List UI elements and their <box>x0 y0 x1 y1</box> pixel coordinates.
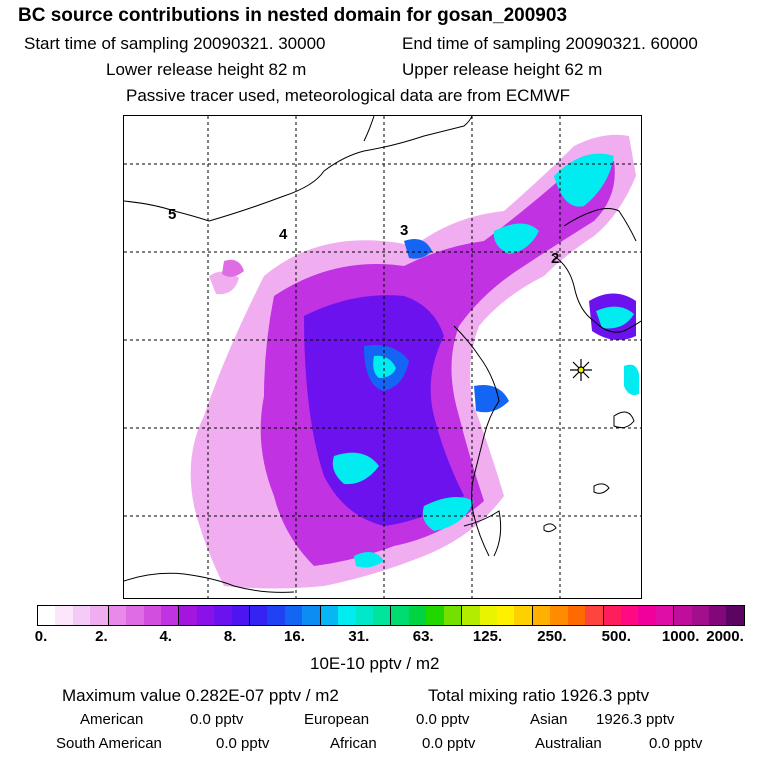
colorbar-swatch <box>319 606 339 625</box>
map-canvas <box>124 116 641 598</box>
source-name: African <box>330 735 377 752</box>
colorbar-swatch <box>567 606 586 625</box>
colorbar-swatch <box>673 606 692 625</box>
colorbar-swatch <box>302 606 320 625</box>
colorbar-swatch <box>338 606 356 625</box>
contour-label-3: 3 <box>400 222 409 239</box>
colorbar-swatch <box>726 606 744 625</box>
colorbar-swatch <box>126 606 144 625</box>
colorbar-swatch <box>267 606 285 625</box>
colorbar-tick-label: 0. <box>34 628 48 645</box>
source-value: 1926.3 pptv <box>596 711 675 728</box>
colorbar-tick-label: 4. <box>159 628 172 645</box>
source-value: 0.0 pptv <box>216 735 270 752</box>
colorbar-swatch <box>691 606 710 625</box>
colorbar-swatch <box>38 606 56 625</box>
contour-label-2: 2 <box>551 250 560 267</box>
colorbar-swatch <box>178 606 197 625</box>
colorbar-tick-label: 63. <box>412 628 434 645</box>
source-name: Australian <box>535 735 602 752</box>
colorbar-swatch <box>709 606 727 625</box>
colorbar-swatch <box>249 606 268 625</box>
colorbar-swatch <box>107 606 127 625</box>
colorbar-swatch <box>390 606 409 625</box>
source-value: 0.0 pptv <box>649 735 703 752</box>
colorbar-tick-label: 2000. <box>706 628 744 645</box>
colorbar-swatch <box>143 606 161 625</box>
colorbar-tick-label: 250. <box>537 628 567 645</box>
colorbar-swatch <box>408 606 427 625</box>
colorbar-swatch <box>160 606 179 625</box>
graticule <box>124 116 641 598</box>
colorbar-swatch <box>655 606 674 625</box>
max-value-label: Maximum value 0.282E-07 pptv / m2 <box>62 686 339 705</box>
colorbar-swatch <box>373 606 391 625</box>
lower-height-label: Lower release height 82 m <box>106 60 307 79</box>
star-marker <box>570 359 592 381</box>
source-value: 0.0 pptv <box>422 735 476 752</box>
colorbar-swatch <box>479 606 497 625</box>
colorbar-ticks: 0. 2. 4. 8. 16. 31. 63. 125. 250. 500. 1000. 2000. <box>0 628 768 648</box>
source-name: South American <box>56 735 162 752</box>
colorbar-tick-label: 31. <box>348 628 370 645</box>
upper-height-label: Upper release height 62 m <box>402 60 603 79</box>
colorbar-swatch <box>196 606 215 625</box>
colorbar-swatch <box>531 606 551 625</box>
colorbar-swatch <box>514 606 532 625</box>
source-name: European <box>304 711 370 728</box>
colorbar-tick-label: 8. <box>223 628 237 645</box>
colorbar-tick-label: 500. <box>601 628 631 645</box>
tracer-note: Passive tracer used, meteorological data… <box>126 86 571 105</box>
colorbar-swatch <box>443 606 462 625</box>
colorbar <box>37 605 745 626</box>
colorbar-swatch <box>461 606 480 625</box>
colorbar-tick-label: 2. <box>95 628 108 645</box>
colorbar-swatch <box>284 606 303 625</box>
start-time-label: Start time of sampling 20090321. 30000 <box>24 34 326 53</box>
colorbar-swatch <box>426 606 444 625</box>
colorbar-swatch <box>585 606 603 625</box>
colorbar-units: 10E-10 pptv / m2 <box>310 654 440 673</box>
source-name: Asian <box>530 711 568 728</box>
colorbar-swatch <box>638 606 656 625</box>
source-value: 0.0 pptv <box>416 711 470 728</box>
source-name: American <box>80 711 144 728</box>
colorbar-swatch <box>355 606 374 625</box>
map-title: BC source contributions in nested domain… <box>18 5 568 26</box>
colorbar-swatch <box>72 606 91 625</box>
contour-label-5: 5 <box>168 206 177 223</box>
concentration-field <box>190 134 639 589</box>
total-mixing-label: Total mixing ratio 1926.3 pptv <box>428 686 650 705</box>
colorbar-swatch <box>90 606 108 625</box>
contour-label-4: 4 <box>279 226 288 243</box>
colorbar-tick-label: 125. <box>472 628 503 645</box>
colorbar-swatch <box>620 606 639 625</box>
colorbar-swatch <box>602 606 621 625</box>
colorbar-swatch <box>214 606 232 625</box>
colorbar-tick-label: 16. <box>284 628 305 645</box>
colorbar-tick-label: 1000. <box>661 628 700 645</box>
concentration-map: 5 4 3 2 <box>123 115 642 599</box>
colorbar-swatch <box>496 606 515 625</box>
coastlines <box>124 116 641 593</box>
colorbar-swatch <box>231 606 250 625</box>
colorbar-swatch <box>55 606 73 625</box>
colorbar-swatch <box>550 606 568 625</box>
end-time-label: End time of sampling 20090321. 60000 <box>402 34 698 53</box>
source-value: 0.0 pptv <box>190 711 244 728</box>
